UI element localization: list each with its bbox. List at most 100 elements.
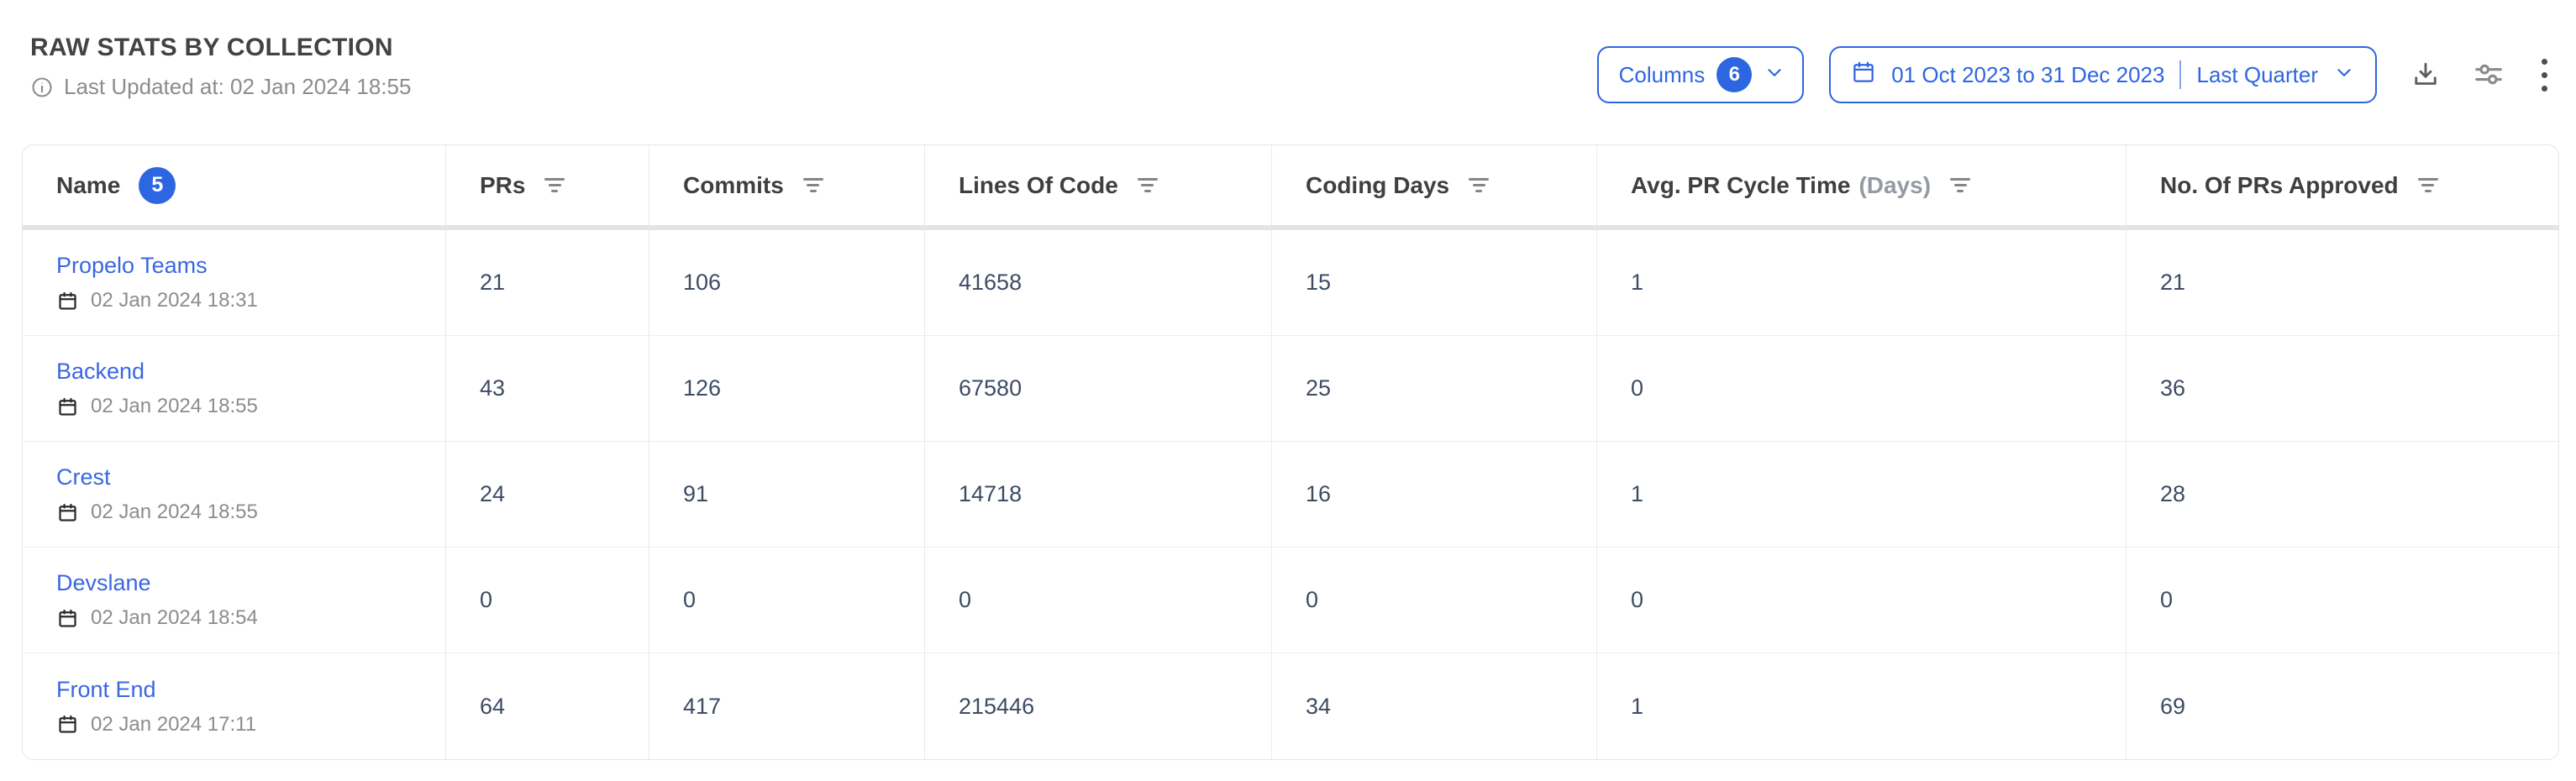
page-title: RAW STATS BY COLLECTION: [30, 34, 393, 61]
prs-cell: 21: [446, 230, 649, 335]
loc-cell: 41658: [925, 230, 1272, 335]
cell-value: 0: [1306, 587, 1319, 612]
table-row: Crest 02 Jan 2024 18:55 24 91 14718 16 1…: [23, 442, 2558, 548]
cell-value: 106: [683, 270, 722, 295]
filter-icon[interactable]: [2417, 178, 2439, 192]
column-header-prs-approved: No. Of PRs Approved: [2127, 145, 2558, 225]
cell-value: 0: [959, 587, 972, 612]
table-row: Propelo Teams 02 Jan 2024 18:31 21 106 4…: [23, 230, 2558, 336]
cell-value: 34: [1306, 693, 1332, 719]
filter-icon[interactable]: [1137, 178, 1159, 192]
collection-link[interactable]: Crest: [56, 464, 111, 490]
column-header-label: Commits: [683, 171, 784, 198]
cell-value: 0: [1631, 375, 1644, 401]
table-row: Devslane 02 Jan 2024 18:54 0 0 0 0 0 0: [23, 548, 2558, 653]
filter-icon[interactable]: [1949, 178, 1971, 192]
column-header-prs: PRs: [446, 145, 649, 225]
column-header-avg-pr-cycle-time: Avg. PR Cycle Time (Days): [1597, 145, 2127, 225]
column-header-label: Name: [56, 171, 121, 198]
columns-button[interactable]: Columns 6: [1596, 46, 1805, 103]
cell-value: 64: [480, 693, 506, 719]
filter-icon[interactable]: [544, 178, 565, 192]
name-cell: Propelo Teams 02 Jan 2024 18:31: [23, 230, 446, 335]
coding-days-cell: 16: [1272, 442, 1597, 547]
column-header-label: Avg. PR Cycle Time: [1631, 171, 1851, 198]
cell-value: 0: [480, 587, 493, 612]
collection-link[interactable]: Front End: [56, 676, 156, 702]
cell-value: 41658: [959, 270, 1023, 295]
cell-value: 21: [480, 270, 506, 295]
row-updated: 02 Jan 2024 18:54: [56, 606, 258, 630]
last-updated-text: Last Updated at: 02 Jan 2024 18:55: [64, 74, 412, 99]
name-count-badge: 5: [139, 166, 176, 204]
name-cell: Crest 02 Jan 2024 18:55: [23, 442, 446, 547]
chevron-down-icon: [1764, 61, 1785, 89]
cell-value: 25: [1306, 375, 1332, 401]
cell-value: 67580: [959, 375, 1023, 401]
date-range-button[interactable]: 01 Oct 2023 to 31 Dec 2023 Last Quarter: [1829, 46, 2377, 103]
filter-icon[interactable]: [1468, 178, 1490, 192]
toolbar-icons: [2410, 57, 2552, 93]
cell-value: 43: [480, 375, 506, 401]
coding-days-cell: 34: [1272, 653, 1597, 759]
loc-cell: 215446: [925, 653, 1272, 759]
prs-approved-cell: 21: [2127, 230, 2558, 335]
row-updated: 02 Jan 2024 17:11: [56, 713, 256, 736]
loc-cell: 0: [925, 548, 1272, 653]
table-row: Front End 02 Jan 2024 17:11 64 417 21544…: [23, 653, 2558, 759]
name-cell: Backend 02 Jan 2024 18:55: [23, 336, 446, 441]
column-header-label: PRs: [480, 171, 526, 198]
row-updated: 02 Jan 2024 18:55: [56, 501, 258, 524]
row-updated-text: 02 Jan 2024 18:55: [91, 501, 258, 523]
row-updated-text: 02 Jan 2024 18:31: [91, 289, 258, 312]
last-updated-row: Last Updated at: 02 Jan 2024 18:55: [30, 74, 411, 100]
raw-stats-table: Name 5 PRs Commits Lines Of Code Coding …: [22, 144, 2559, 760]
commits-cell: 417: [649, 653, 925, 759]
loc-cell: 14718: [925, 442, 1272, 547]
collection-link[interactable]: Devslane: [56, 570, 151, 595]
avg-pr-cycle-cell: 0: [1597, 548, 2127, 653]
commits-cell: 91: [649, 442, 925, 547]
cell-value: 16: [1306, 481, 1332, 506]
cell-value: 1: [1631, 270, 1644, 295]
cell-value: 14718: [959, 481, 1023, 506]
cell-value: 126: [683, 375, 722, 401]
column-header-label: Lines Of Code: [959, 171, 1118, 198]
collection-link[interactable]: Backend: [56, 359, 145, 384]
cell-value: 0: [2160, 587, 2174, 612]
prs-approved-cell: 69: [2127, 653, 2558, 759]
cell-value: 215446: [959, 693, 1035, 719]
prs-approved-cell: 28: [2127, 442, 2558, 547]
prs-approved-cell: 36: [2127, 336, 2558, 441]
filter-settings-icon[interactable]: [2473, 59, 2505, 91]
info-icon: [30, 76, 54, 99]
columns-count-badge: 6: [1716, 57, 1753, 92]
coding-days-cell: 15: [1272, 230, 1597, 335]
name-cell: Front End 02 Jan 2024 17:11: [23, 653, 446, 759]
cell-value: 0: [683, 587, 697, 612]
coding-days-cell: 25: [1272, 336, 1597, 441]
row-updated: 02 Jan 2024 18:31: [56, 289, 258, 312]
cell-value: 1: [1631, 693, 1644, 719]
column-header-label: Coding Days: [1306, 171, 1450, 198]
commits-cell: 126: [649, 336, 925, 441]
cell-value: 0: [1631, 587, 1644, 612]
date-preset-text: Last Quarter: [2196, 61, 2318, 87]
cell-value: 1: [1631, 481, 1644, 506]
filter-icon[interactable]: [802, 178, 824, 192]
cell-value: 417: [683, 693, 722, 719]
row-updated: 02 Jan 2024 18:55: [56, 395, 258, 418]
row-updated-text: 02 Jan 2024 18:55: [91, 395, 258, 417]
download-icon[interactable]: [2410, 60, 2441, 90]
collection-link[interactable]: Propelo Teams: [56, 253, 208, 278]
prs-cell: 24: [446, 442, 649, 547]
avg-pr-cycle-cell: 1: [1597, 442, 2127, 547]
kebab-menu-icon[interactable]: [2537, 57, 2552, 93]
cell-value: 21: [2160, 270, 2186, 295]
name-cell: Devslane 02 Jan 2024 18:54: [23, 548, 446, 653]
date-range-text: 01 Oct 2023 to 31 Dec 2023: [1891, 61, 2165, 87]
column-header-label: No. Of PRs Approved: [2160, 171, 2399, 198]
prs-cell: 64: [446, 653, 649, 759]
columns-button-label: Columns: [1618, 61, 1706, 87]
